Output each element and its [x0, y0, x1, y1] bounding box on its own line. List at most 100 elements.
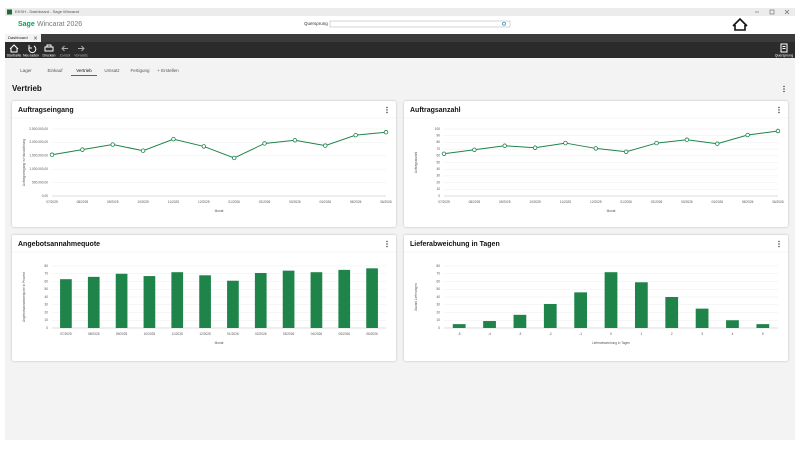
tab[interactable] [5, 34, 41, 42]
point [383, 130, 389, 135]
bar [143, 276, 156, 328]
bar [87, 276, 100, 328]
y-tick-label: 10 [436, 187, 440, 191]
subtab[interactable]: Vertrieb [76, 68, 92, 73]
subtab[interactable]: Einkauf [47, 68, 63, 73]
x-tick-label: 1 [640, 332, 642, 336]
y-tick-label: 70 [436, 147, 440, 151]
menu-dot [778, 245, 780, 248]
menu-dot [386, 243, 388, 245]
y-tick-label: 90 [436, 134, 440, 138]
chart: Auftragseingang 0,00 500.000,00 1.000.000,0… [12, 106, 396, 213]
subtab[interactable]: + Erstellen [157, 68, 179, 73]
chart-title: Auftragseingang [18, 107, 74, 114]
x-tick-label: 08/2025 [77, 200, 89, 204]
menu-dot [386, 111, 388, 114]
chrome: EKSH - Dashboard - Sage Wincarat Sage Wi… [5, 8, 795, 93]
subtab[interactable]: Fertigung [130, 68, 150, 73]
bar [574, 292, 588, 328]
menu-dot [386, 240, 388, 243]
line [443, 130, 779, 155]
toolbar-button-label[interactable]: Drucken [42, 53, 55, 57]
chart-menu[interactable] [778, 106, 780, 114]
y-axis-label: Anzahl Lieferungen [414, 283, 418, 311]
window-title: EKSH - Dashboard - Sage Wincarat [15, 9, 80, 14]
x-tick-label: 06/2026 [772, 200, 784, 204]
x-tick-label: 02/2026 [255, 332, 267, 336]
point [715, 141, 720, 146]
chart-title: Lieferabweichung in Tagen [410, 241, 500, 248]
app-icon [7, 9, 12, 15]
chart: Angebotsannahmequote 0 10 20 30 40 50 60 70 80 Ang… [12, 240, 396, 345]
x-axis-label: Monat [215, 341, 224, 345]
x-tick-label: 11/2025 [168, 200, 180, 204]
bar [338, 269, 351, 328]
toolbar-button-label[interactable]: Neu laden [23, 53, 39, 57]
x-tick-label: 11/2025 [560, 200, 572, 204]
y-tick-label: 0 [438, 326, 440, 330]
y-tick-label: 40 [436, 167, 440, 171]
x-tick-label: 12/2025 [199, 332, 211, 336]
menu-dot [386, 245, 388, 248]
y-tick-label: 100 [435, 127, 441, 131]
bar [227, 280, 239, 328]
tab-close[interactable] [33, 36, 38, 40]
point [231, 155, 237, 161]
chart-card: Auftragseingang 0,00 500.000,00 1.000.000,0… [12, 101, 396, 227]
y-tick-label: 70 [436, 272, 440, 276]
y-tick-label: 30 [44, 303, 48, 307]
chart-card: Auftragsanzahl 0 10 20 30 40 50 60 70 80 90 100 Auft… [404, 101, 788, 227]
tab-strip [5, 34, 795, 42]
y-tick-label: 0 [46, 326, 48, 330]
subtab[interactable]: Umsatz [104, 68, 120, 73]
window-controls[interactable] [755, 9, 790, 15]
y-tick-label: 2.500.000,00 [29, 127, 48, 131]
bar [513, 314, 527, 328]
x-tick-label: -1 [579, 332, 582, 336]
y-tick-label: 10 [436, 318, 440, 322]
home-icon[interactable] [732, 17, 748, 31]
x-tick-label: 2 [671, 332, 673, 336]
toolbar-button-label[interactable]: Zurück [60, 53, 71, 57]
point [532, 145, 538, 150]
point [472, 147, 477, 152]
section-menu[interactable] [783, 85, 785, 93]
chart-menu[interactable] [386, 106, 388, 114]
toolbar-button-label[interactable]: Vorwärts [74, 53, 88, 57]
point [110, 142, 115, 147]
x-tick-label: 5 [762, 332, 764, 336]
y-tick-label: 30 [436, 174, 440, 178]
bar [695, 308, 709, 328]
x-tick-label: 01/2026 [228, 200, 240, 204]
point [593, 146, 599, 151]
product-name: Wincarat 2026 [37, 21, 82, 28]
x-tick-label: 06/2026 [380, 200, 392, 204]
subtab[interactable]: Lager [20, 68, 32, 73]
y-tick-label: 0 [438, 194, 440, 198]
menu-dot [778, 240, 780, 243]
toolbar-right-label[interactable]: Quersprung [775, 53, 794, 57]
y-tick-label: 60 [44, 279, 48, 283]
chart-card: Lieferabweichung in Tagen 0 10 20 30 40 50 60 70… [404, 235, 788, 361]
y-tick-label: 80 [436, 140, 440, 144]
menu-dot [778, 106, 780, 109]
x-tick-label: -5 [458, 332, 461, 336]
menu-dot [386, 106, 388, 109]
toolbar-button-label[interactable]: Startseite [7, 53, 22, 57]
y-tick-label: 1.000.000,00 [29, 167, 48, 171]
x-tick-label: 08/2025 [88, 332, 100, 336]
bar [366, 268, 378, 328]
search-icon[interactable] [502, 21, 506, 26]
x-tick-label: -4 [488, 332, 491, 336]
x-tick-label: 03/2026 [283, 332, 295, 336]
line [51, 131, 387, 159]
x-tick-label: -2 [549, 332, 552, 336]
point [353, 132, 358, 138]
chart-menu[interactable] [386, 240, 388, 248]
bar [115, 273, 128, 328]
y-tick-label: 10 [44, 318, 48, 322]
search-box[interactable] [329, 20, 511, 28]
point [201, 144, 207, 149]
bar [543, 303, 557, 328]
chart-menu[interactable] [778, 240, 780, 248]
